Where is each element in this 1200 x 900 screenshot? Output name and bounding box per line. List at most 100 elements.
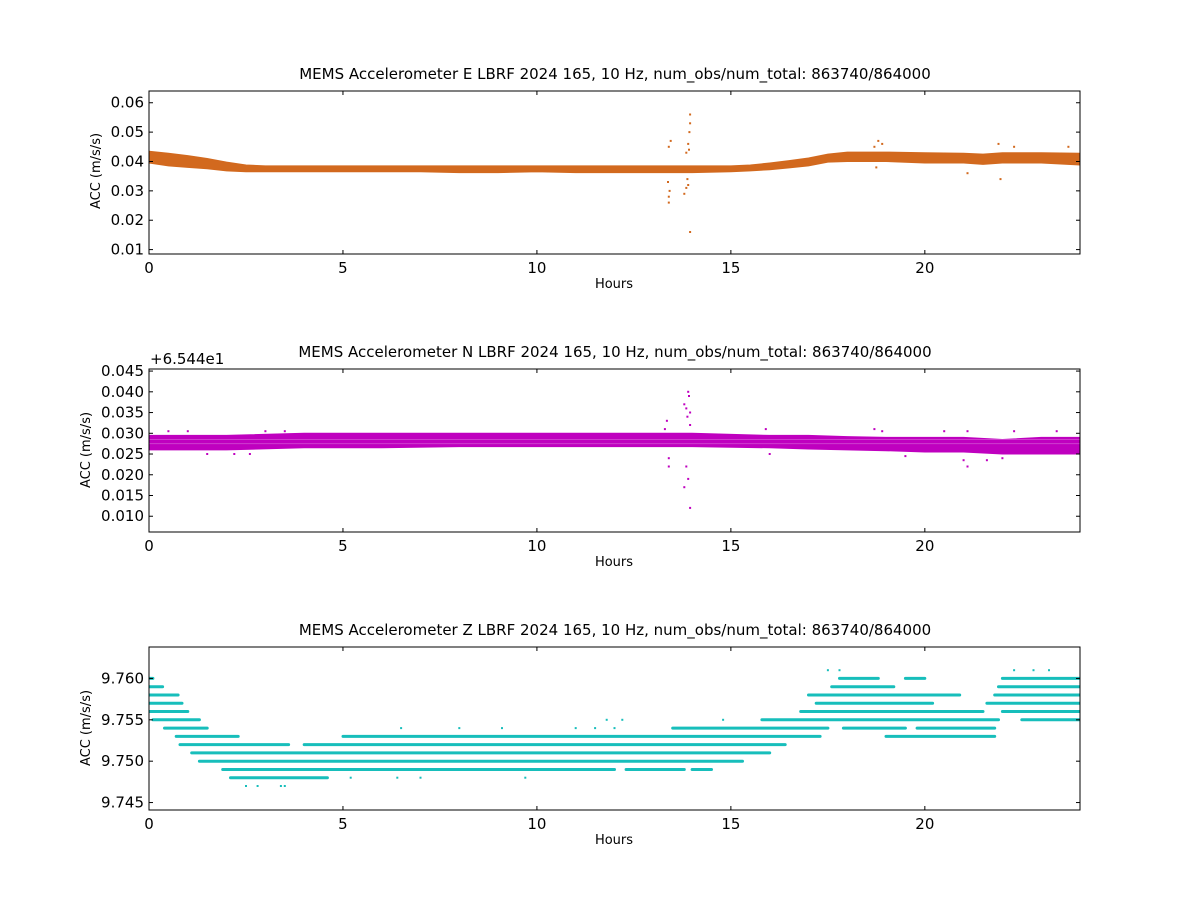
panel-vertical-data-point [621, 718, 624, 721]
panel-north-ytick-label: 0.045 [101, 362, 144, 380]
panel-north-data-point [186, 430, 189, 433]
panel-east-data-point [667, 145, 670, 148]
panel-east-plot: 0 5 10 15 20 0.01 0.02 0.03 0.04 0.05 0.06 [111, 90, 1081, 277]
panel-east: MEMS Accelerometer E LBRF 2024 165, 10 H… [89, 65, 1081, 292]
panel-north-xlabel: Hours [595, 555, 633, 570]
panel-vertical-data-point [396, 776, 399, 779]
panel-north-axes-frame [148, 368, 1081, 533]
panel-east-data-point [877, 139, 880, 142]
panel-east-axes-frame [148, 90, 1081, 255]
panel-east-ytick-label: 0.03 [111, 182, 144, 200]
panel-north-data-point [248, 453, 251, 455]
panel-vertical-data-point [400, 727, 403, 730]
panel-north-data-point [689, 411, 692, 414]
panel-north-ylabel: ACC (m/s/s) [79, 412, 94, 488]
panel-east-data-point [687, 184, 690, 186]
panel-vertical-ylabel: ACC (m/s/s) [79, 690, 94, 766]
panel-north-xtick-label: 10 [527, 537, 546, 555]
panel-north-data-point [1001, 457, 1004, 460]
panel-north-data-point [667, 457, 670, 460]
panel-north-data-point [768, 453, 771, 455]
panel-north-xtick-label: 20 [915, 537, 934, 555]
panel-east-data-point [875, 166, 878, 169]
panel-vertical-data-point [1048, 669, 1050, 672]
panel-vertical-xtick-label: 0 [144, 815, 154, 833]
panel-north-data-point [985, 459, 988, 462]
panel-north-data-point [264, 430, 267, 433]
panel-north-xtick-label: 5 [338, 537, 348, 555]
panel-east-xtick-label: 20 [915, 259, 934, 277]
panel-east-data-point [997, 142, 1000, 145]
panel-vertical-data-point [349, 776, 352, 779]
panel-vertical-xtick-label: 15 [721, 815, 740, 833]
panel-east-xtick-label: 5 [338, 259, 348, 277]
panel-north-data-point [665, 419, 668, 422]
panel-east-ytick-label: 0.04 [111, 152, 144, 170]
panel-vertical-data-point [1013, 669, 1016, 672]
panel-north-ytick-label: 0.030 [101, 424, 144, 442]
panel-vertical-data-point [613, 727, 616, 730]
panel-east-data-point [689, 231, 692, 233]
panel-north-offset: +6.544e1 [150, 350, 224, 368]
panel-east-data-point [669, 139, 672, 142]
panel-north-ytick-label: 0.035 [101, 404, 144, 422]
panel-east-ytick-label: 0.01 [111, 241, 144, 259]
panel-north-data-point [167, 430, 170, 433]
panel-vertical-data-point [1032, 669, 1035, 672]
panel-north-xtick-label: 15 [721, 537, 740, 555]
panel-north-data-point [667, 465, 670, 468]
panel-east-xlabel: Hours [595, 277, 633, 292]
panel-vertical-data-point [605, 718, 608, 721]
panel-vertical-xlabel: Hours [595, 833, 633, 848]
panel-north-ytick-label: 0.040 [101, 383, 144, 401]
panel-east-data-point [1013, 145, 1016, 148]
panel-vertical-xtick-label: 5 [338, 815, 348, 833]
panel-north-data-point [962, 459, 965, 462]
panel-vertical-data-point [838, 669, 841, 672]
panel-vertical-data-point [501, 727, 503, 730]
panel-east-data-point [667, 195, 670, 198]
panel-north-ytick-label: 0.025 [101, 445, 144, 463]
panel-east-data-point [683, 192, 686, 195]
panel-vertical-data-point [722, 718, 725, 721]
panel-north-ytick-label: 0.020 [101, 466, 144, 484]
panel-east-data-point [685, 151, 688, 154]
panel-north-data-point [966, 430, 969, 433]
panel-vertical-xtick-label: 10 [527, 815, 546, 833]
panel-north-data-point [233, 453, 236, 455]
panel-east-ytick-label: 0.05 [111, 123, 144, 141]
panel-north-data-point [687, 390, 690, 393]
panel-vertical-data-point [524, 776, 527, 779]
panel-east-title: MEMS Accelerometer E LBRF 2024 165, 10 H… [299, 65, 931, 84]
panel-east-data-band [149, 150, 1080, 174]
panel-vertical-axes-frame [148, 646, 1081, 811]
panel-vertical-data-point [458, 727, 461, 730]
panel-east-data-point [999, 178, 1002, 181]
panel-east-data-point [966, 172, 969, 175]
panel-east-data-point [667, 201, 670, 204]
panel-east-data-point [873, 145, 876, 148]
panel-north-data-point [683, 486, 686, 489]
panel-east-data-point [689, 113, 692, 116]
panel-north-data-point [689, 424, 692, 426]
panel-east-data-point [668, 189, 671, 192]
panel-vertical-data-point [256, 785, 259, 787]
panel-vertical-ytick-label: 9.745 [101, 794, 144, 812]
panel-north: MEMS Accelerometer N LBRF 2024 165, 10 H… [79, 343, 1081, 570]
panel-east-data-point [687, 142, 690, 145]
panel-north-ytick-label: 0.010 [101, 507, 144, 525]
panel-north-ytick-label: 0.015 [101, 487, 144, 505]
panel-north-data-point [873, 428, 876, 431]
panel-north-data-point [685, 407, 688, 410]
panel-vertical-data-point [826, 669, 829, 672]
panel-north-data-point [689, 506, 692, 509]
panel-vertical-data-point [245, 785, 247, 787]
panel-east-ylabel: ACC (m/s/s) [89, 133, 104, 209]
panel-vertical: MEMS Accelerometer Z LBRF 2024 165, 10 H… [79, 621, 1081, 848]
panel-north-title: MEMS Accelerometer N LBRF 2024 165, 10 H… [298, 343, 931, 362]
panel-east-data-point [667, 181, 669, 183]
panel-north-data-point [1055, 430, 1058, 433]
panel-east-data-point [686, 178, 689, 181]
panel-vertical-ytick-label: 9.755 [101, 711, 144, 729]
